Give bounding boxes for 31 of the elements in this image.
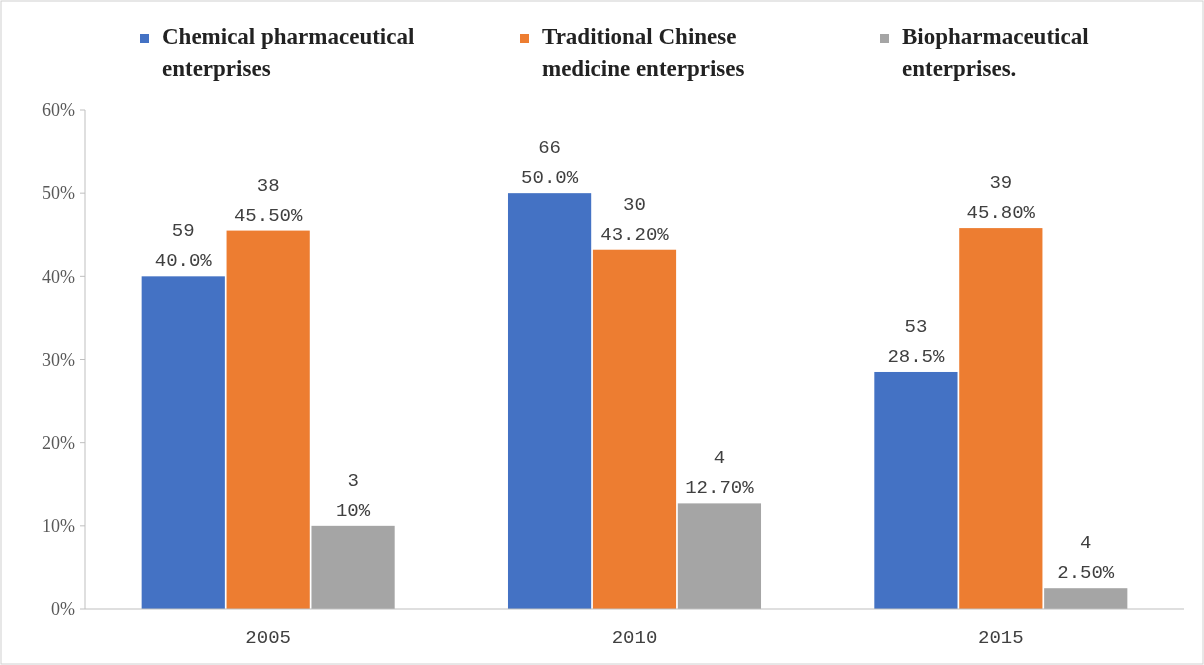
- data-label: 53 28.5%: [887, 315, 946, 368]
- data-label: 59 40.0%: [154, 220, 213, 273]
- bar: [226, 230, 310, 609]
- data-label: 66 50.0%: [521, 137, 579, 190]
- data-label: 3 10%: [335, 469, 371, 522]
- y-tick-label: 50%: [42, 183, 75, 204]
- bar: [141, 276, 225, 609]
- x-tick-label: 2010: [611, 627, 658, 649]
- bar: [959, 228, 1043, 609]
- bar: [311, 525, 395, 609]
- data-label: 38 45.50%: [233, 174, 303, 227]
- bar: [874, 371, 958, 609]
- bar: [507, 193, 592, 609]
- bar: [1044, 588, 1128, 609]
- y-tick-label: 0%: [51, 599, 75, 620]
- data-label: 30 43.20%: [600, 193, 670, 246]
- bar: [592, 249, 677, 609]
- y-tick-label: 60%: [42, 100, 75, 121]
- x-tick-label: 2005: [245, 627, 291, 649]
- y-tick-label: 30%: [42, 349, 75, 370]
- x-tick-label: 2015: [978, 627, 1024, 649]
- legend-label: Traditional Chinese medicine enterprises: [542, 24, 745, 81]
- data-label: 4 2.50%: [1057, 532, 1115, 585]
- data-label: 39 45.80%: [966, 172, 1036, 225]
- legend-label: Biopharmaceutical enterprises.: [902, 24, 1089, 81]
- data-label: 4 12.70%: [685, 447, 755, 500]
- bar: [677, 503, 762, 609]
- y-tick-label: 20%: [42, 432, 75, 453]
- legend-label: Chemical pharmaceutical enterprises: [162, 24, 415, 81]
- y-tick-label: 40%: [42, 266, 75, 287]
- y-tick-label: 10%: [42, 516, 75, 537]
